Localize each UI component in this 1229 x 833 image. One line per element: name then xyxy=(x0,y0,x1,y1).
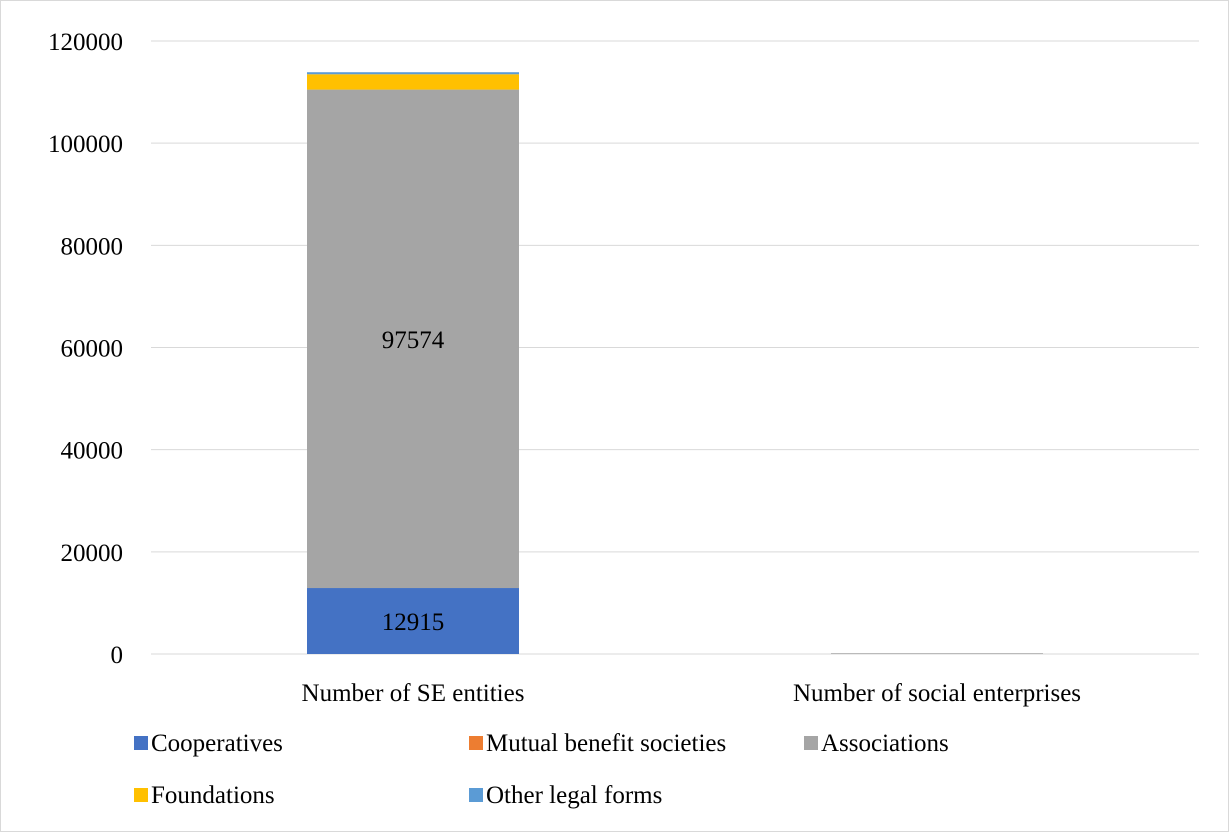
legend: Cooperatives Mutual benefit societies Asso… xyxy=(134,730,949,809)
legend-swatch xyxy=(134,736,148,750)
y-tick-label: 40000 xyxy=(61,438,124,465)
x-axis-categories: Number of SE entities Number of social en… xyxy=(302,680,1082,707)
legend-label: Cooperatives xyxy=(151,730,283,757)
y-tick-label: 60000 xyxy=(61,336,124,363)
bar-segment-associations xyxy=(831,653,1043,654)
y-tick-label: 20000 xyxy=(61,540,124,567)
data-label: 97574 xyxy=(382,327,445,354)
legend-swatch xyxy=(134,788,148,802)
bar-segment-foundations xyxy=(307,74,519,90)
legend-swatch xyxy=(469,788,483,802)
y-tick-label: 0 xyxy=(111,642,124,669)
x-category-label: Number of SE entities xyxy=(302,680,525,707)
bars xyxy=(307,72,1043,654)
y-axis-ticks: 0 20000 40000 60000 80000 100000 120000 xyxy=(48,29,123,669)
bar-segment-associations xyxy=(307,89,519,589)
legend-label: Mutual benefit societies xyxy=(486,730,726,757)
legend-swatch xyxy=(469,736,483,750)
data-label: 12915 xyxy=(382,609,445,636)
legend-label: Other legal forms xyxy=(486,782,662,809)
data-labels: 12915 97574 xyxy=(382,327,445,636)
bar-segment-cooperatives xyxy=(307,588,519,654)
y-tick-label: 100000 xyxy=(48,131,123,158)
legend-label: Foundations xyxy=(151,782,275,809)
y-tick-label: 80000 xyxy=(61,233,124,260)
bar-segment-other-legal-forms xyxy=(307,72,519,75)
legend-label: Associations xyxy=(821,730,949,757)
x-category-label: Number of social enterprises xyxy=(793,680,1081,707)
y-tick-label: 120000 xyxy=(48,29,123,56)
legend-swatch xyxy=(804,736,818,750)
